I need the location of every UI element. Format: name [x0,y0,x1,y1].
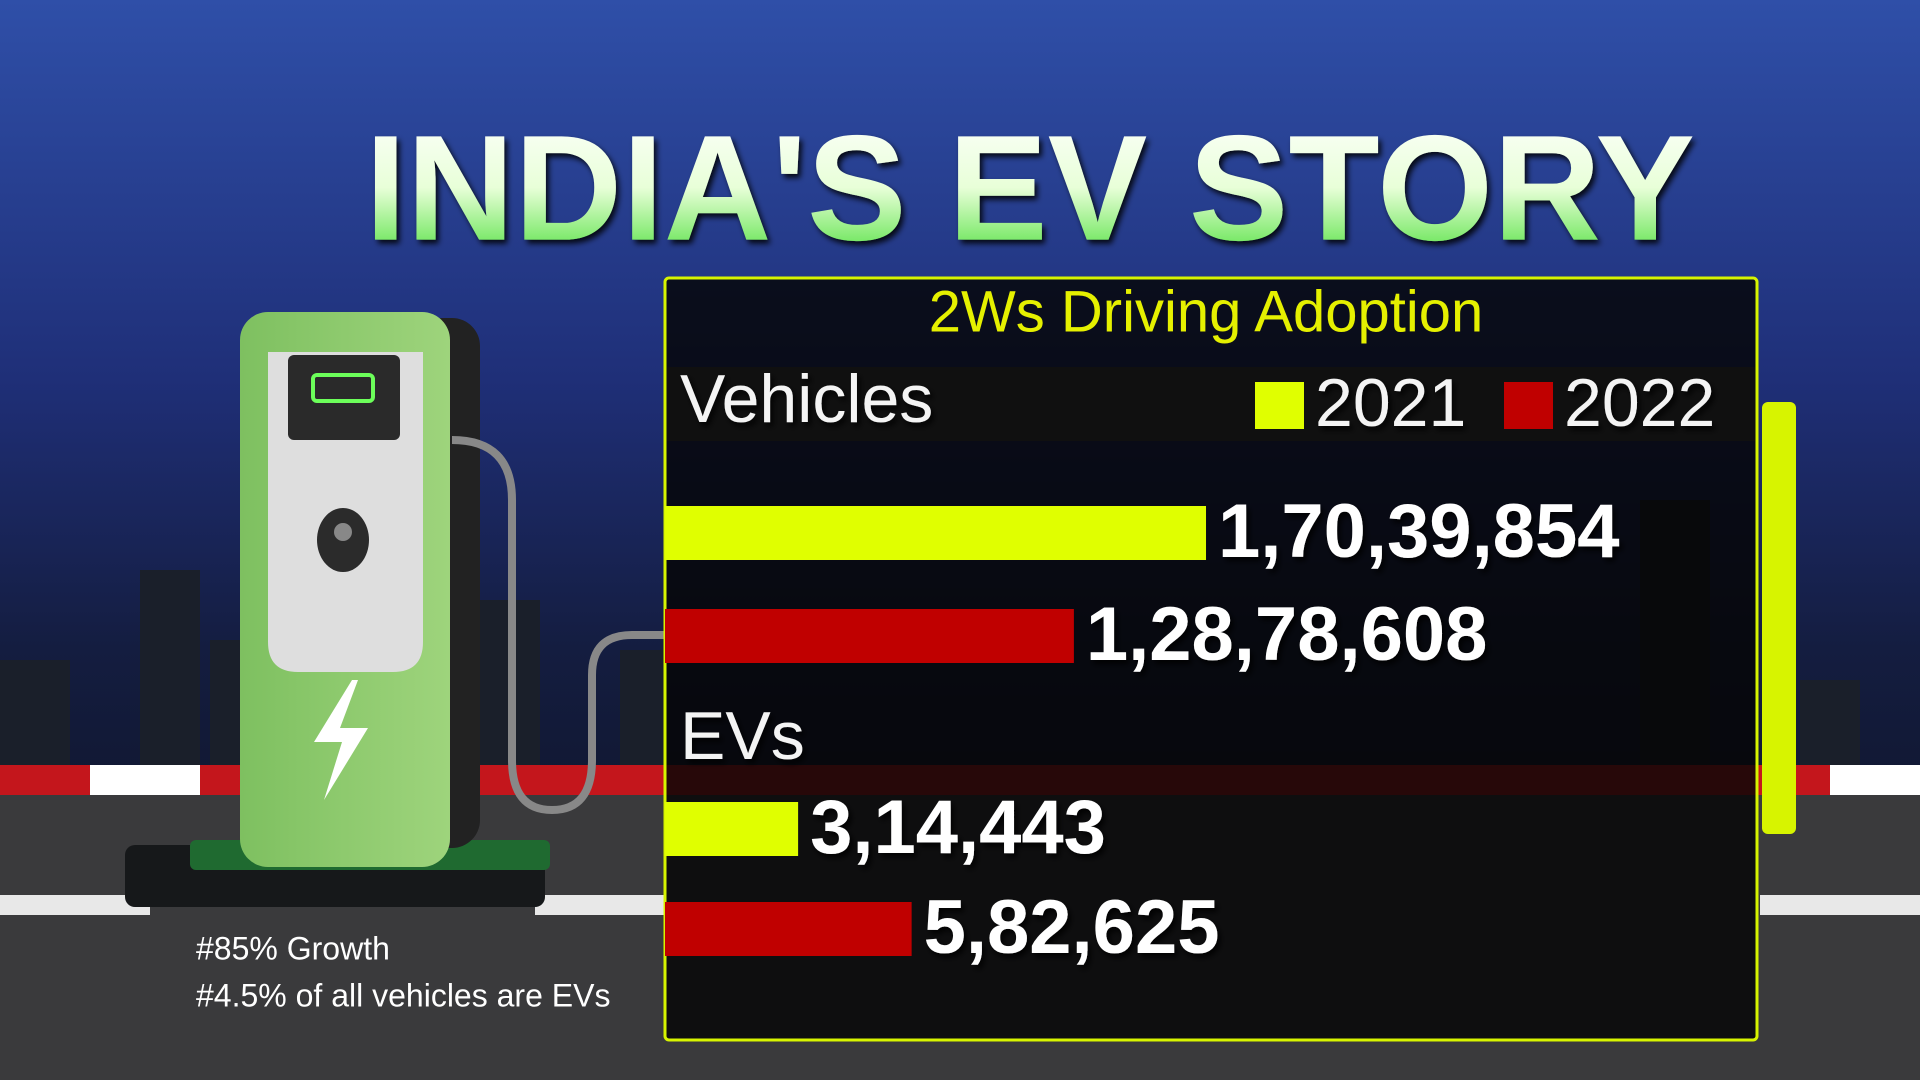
bar [665,609,1074,663]
group-label: EVs [680,698,805,774]
value-label: 3,14,443 [810,785,1106,870]
bar [665,506,1207,560]
group-label: Vehicles [680,361,933,437]
bar [665,802,799,856]
note: #4.5% of all vehicles are EVs [196,977,610,1013]
lane-marks [0,895,1920,915]
charger-illustration [125,312,667,907]
notes: #85% Growth #4.5% of all vehicles are EV… [196,930,610,1013]
legend-label: 2021 [1315,365,1466,441]
bar-groups: Vehicles 1,70,39,854 1,28,78,608 EVs3,14,44… [665,361,1715,970]
value-label: 5,82,625 [924,885,1220,970]
bar [665,902,912,956]
note: #85% Growth [196,930,390,966]
legend-swatch [1504,382,1553,429]
side-accent [1762,402,1796,834]
header-band [667,367,1755,441]
road-stripe-white [90,765,1920,795]
chart-subtitle: 2Ws Driving Adoption [929,279,1483,344]
value-label: 1,28,78,608 [1086,592,1488,677]
value-label: 1,70,39,854 [1218,489,1620,574]
title: INDIA'S EV STORY [365,104,1695,272]
legend-label: 2022 [1564,365,1715,441]
legend-swatch [1255,382,1304,429]
